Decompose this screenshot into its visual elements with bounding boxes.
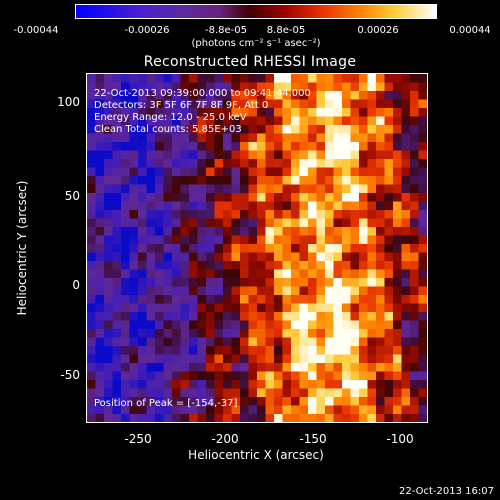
energy-range-label: Energy Range: 12.0 - 25.0 keV (94, 112, 247, 123)
colorbar-tick: -8.8e-05 (205, 25, 247, 36)
colorbar-units: (photons cm⁻² s⁻¹ asec⁻²) (191, 38, 321, 49)
colorbar (75, 4, 437, 19)
x-tick: -200 (211, 432, 239, 446)
time-range-label: 22-Oct-2013 09:39:00.000 to 09:41:44.000 (94, 88, 311, 99)
detectors-label: Detectors: 3F 5F 6F 7F 8F 9F, Att 0 (94, 100, 269, 111)
colorbar-tick: 0.00044 (449, 25, 491, 36)
colorbar-tick: 8.8e-05 (266, 25, 306, 36)
x-tick: -100 (386, 432, 414, 446)
x-tick: -250 (124, 432, 152, 446)
rhessi-image: 22-Oct-2013 09:39:00.000 to 09:41:44.000… (86, 73, 428, 423)
y-tick: 50 (64, 189, 80, 203)
plot-timestamp: 22-Oct-2013 16:07 (399, 486, 494, 497)
x-axis-label: Heliocentric X (arcsec) (188, 448, 324, 462)
peak-position-label: Position of Peak = [-154,-37] (94, 398, 238, 409)
y-tick: 100 (57, 95, 80, 109)
heatmap-canvas (87, 74, 427, 422)
colorbar-tick: -0.00044 (13, 25, 59, 36)
y-tick: 0 (72, 278, 80, 292)
heatmap-cells (87, 74, 427, 422)
colorbar-tick: 0.00026 (357, 25, 399, 36)
x-tick: -150 (299, 432, 327, 446)
clean-counts-label: Clean Total counts: 5.85E+03 (94, 124, 242, 135)
y-axis-label: Heliocentric Y (arcsec) (15, 180, 29, 316)
image-title: Reconstructed RHESSI Image (143, 54, 357, 70)
colorbar-tick: -0.00026 (124, 25, 170, 36)
y-tick: -50 (60, 368, 80, 382)
